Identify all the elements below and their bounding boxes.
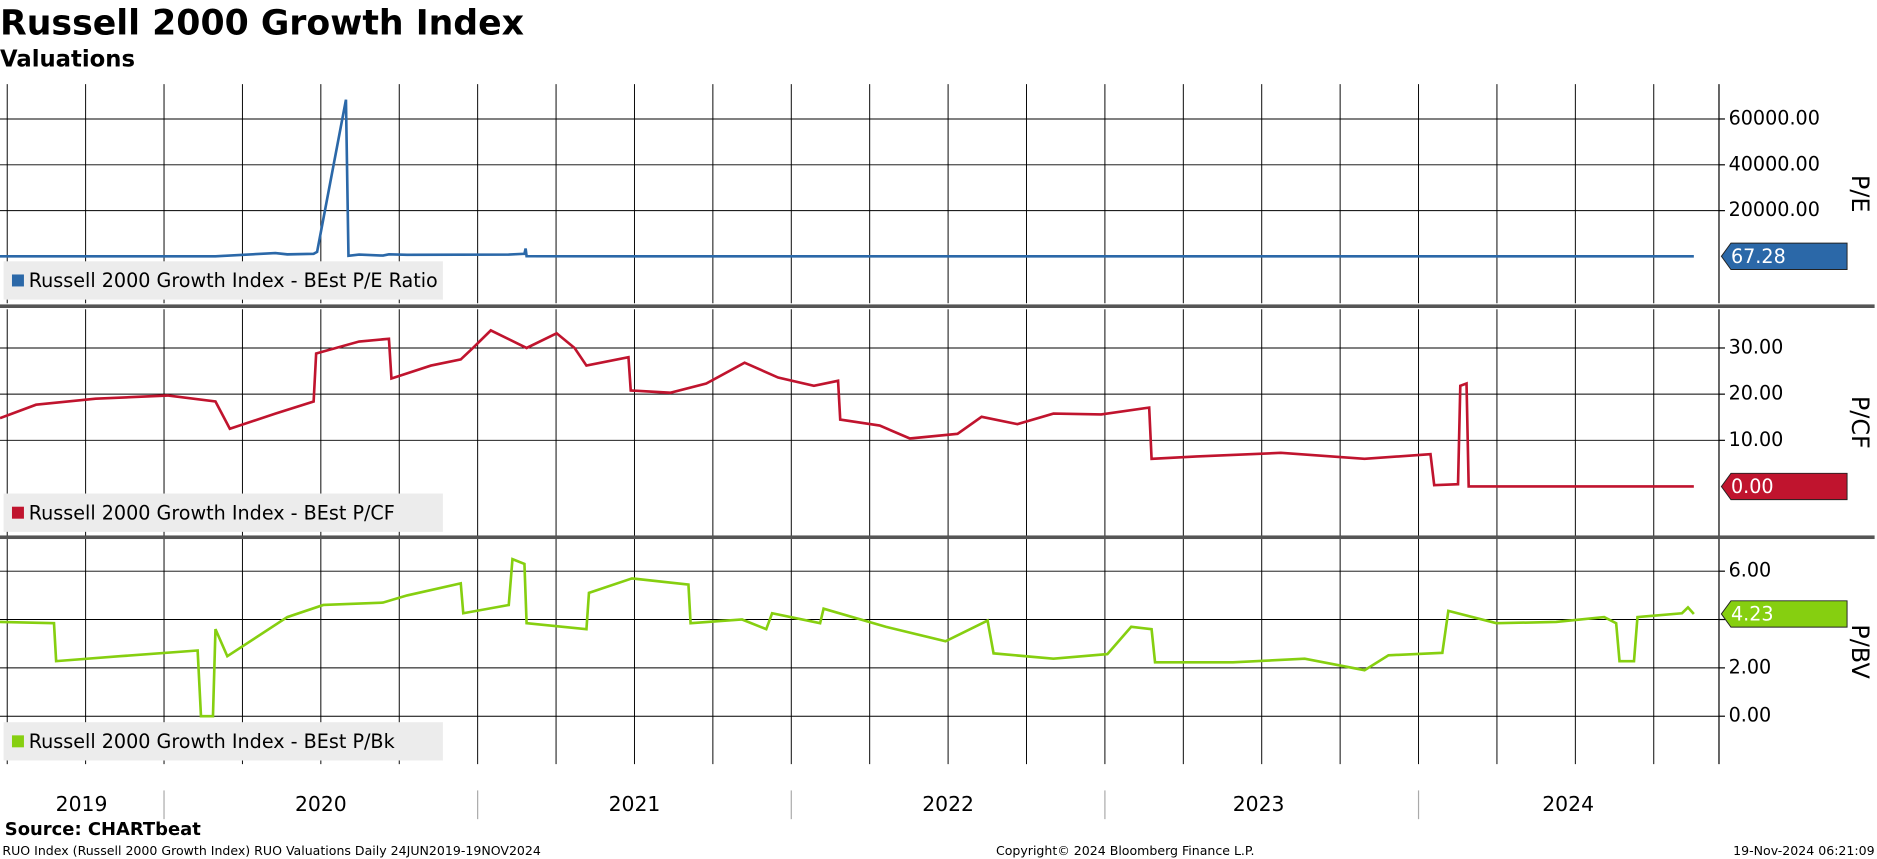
panel-separator	[0, 535, 1875, 540]
title: Russell 2000 Growth Index	[0, 3, 524, 43]
x-tick-label: 2024	[1542, 792, 1594, 816]
legend-box	[3, 493, 443, 532]
y-tick-label: 10.00	[1729, 428, 1784, 451]
legend-label: Russell 2000 Growth Index - BEst P/Bk	[29, 730, 396, 753]
y-axis-title: P/CF	[1846, 396, 1874, 449]
x-tick-label: 2022	[922, 792, 974, 816]
legend-swatch	[11, 735, 24, 748]
legend-box	[3, 261, 443, 300]
last-value-label: 67.28	[1731, 245, 1786, 268]
footer-left: RUO Index (Russell 2000 Growth Index) RU…	[2, 843, 541, 858]
y-tick-label: 0.00	[1729, 704, 1772, 727]
legend-swatch	[11, 274, 24, 287]
x-tick-label: 2023	[1233, 792, 1285, 816]
footer-center: Copyright© 2024 Bloomberg Finance L.P.	[996, 843, 1255, 858]
panel-separator	[0, 304, 1875, 308]
y-tick-label: 40000.00	[1729, 152, 1820, 175]
y-tick-label: 20.00	[1729, 382, 1784, 405]
y-tick-label: 20000.00	[1729, 198, 1820, 221]
last-value-label: 0.00	[1731, 475, 1774, 498]
last-value-box	[1720, 242, 1848, 270]
legend-label: Russell 2000 Growth Index - BEst P/CF	[29, 501, 395, 524]
y-tick-label: 6.00	[1729, 559, 1772, 582]
x-tick-label: 2021	[609, 792, 661, 816]
last-value-box	[1720, 600, 1848, 628]
series-line	[0, 99, 1694, 258]
x-tick-label: 2019	[56, 792, 108, 816]
source: Source: CHARTbeat	[5, 819, 201, 840]
legend-label: Russell 2000 Growth Index - BEst P/E Rat…	[29, 269, 438, 292]
last-value-box	[1720, 472, 1848, 501]
y-axis-title: P/BV	[1846, 624, 1874, 679]
last-value-label: 4.23	[1731, 603, 1774, 626]
x-tick-label: 2020	[295, 792, 347, 816]
legend-box	[3, 722, 443, 761]
y-tick-label: 30.00	[1729, 335, 1784, 358]
y-axis-title: P/E	[1846, 175, 1874, 213]
series-line	[0, 328, 1694, 488]
footer-right: 19-Nov-2024 06:21:09	[1733, 843, 1874, 858]
subtitle: Valuations	[0, 47, 135, 73]
legend-swatch	[11, 506, 24, 519]
y-tick-label: 2.00	[1729, 655, 1772, 678]
y-tick-label: 60000.00	[1729, 106, 1820, 129]
series-line	[0, 557, 1695, 718]
